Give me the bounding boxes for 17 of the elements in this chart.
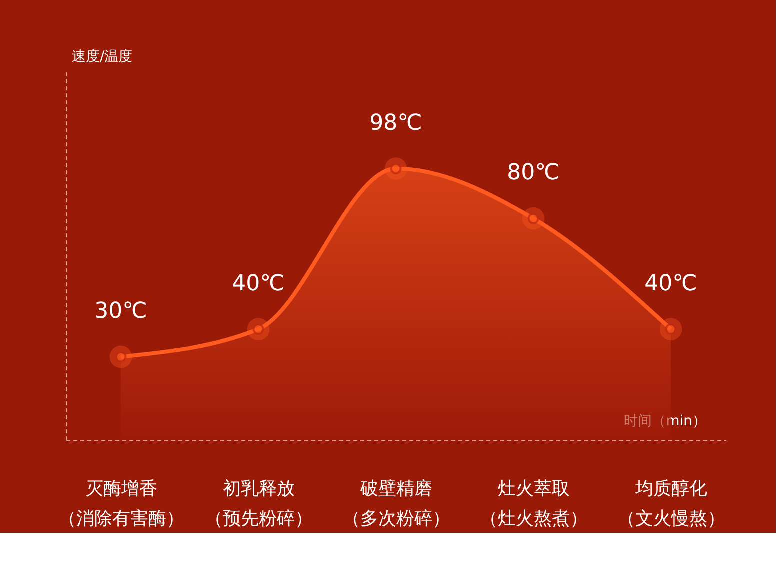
data-label: 98℃ <box>370 110 422 136</box>
point <box>384 158 408 180</box>
point <box>522 207 545 230</box>
x-tick-label: 均质醇化（文火慢熬） <box>618 478 726 530</box>
point <box>660 318 682 340</box>
data-label: 80℃ <box>507 160 560 186</box>
data-label: 30℃ <box>94 298 148 324</box>
point <box>110 346 132 368</box>
x-tick-label: 灶火萃取（灶火熬煮） <box>480 478 588 530</box>
x-tick-label: 初乳释放（预先粉碎） <box>205 478 313 530</box>
x-tick-label: 破壁精磨（多次粉碎） <box>342 478 450 530</box>
data-label: 40℃ <box>644 271 698 296</box>
point <box>247 318 270 340</box>
x-tick-label: 灭酶增香（消除有害酶） <box>58 478 184 530</box>
x-axis-title: 时间（min） <box>624 414 706 430</box>
text: 速度/温度 <box>72 49 133 65</box>
data-label: 40℃ <box>232 271 285 296</box>
